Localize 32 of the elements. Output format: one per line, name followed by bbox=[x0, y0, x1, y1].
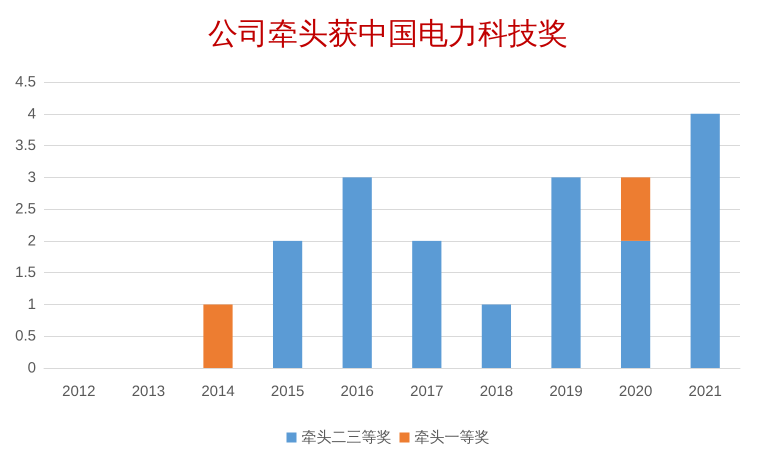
legend-label: 牵头一等奖 bbox=[414, 429, 490, 446]
bar bbox=[342, 177, 372, 368]
chart-title: 公司牵头获中国电力科技奖 bbox=[208, 16, 568, 52]
y-tick-label: 1 bbox=[28, 296, 36, 313]
bar bbox=[272, 240, 302, 368]
x-tick-label: 2020 bbox=[618, 383, 652, 400]
y-tick-label: 0.5 bbox=[15, 328, 36, 345]
x-tick-label: 2014 bbox=[201, 383, 235, 400]
y-tick-label: 2 bbox=[28, 232, 36, 250]
bar bbox=[482, 304, 512, 368]
bar bbox=[620, 177, 650, 241]
bar bbox=[690, 114, 720, 368]
y-tick-label: 4 bbox=[28, 105, 36, 122]
bar bbox=[412, 240, 442, 368]
bar bbox=[551, 177, 581, 368]
x-tick-label: 2021 bbox=[688, 383, 722, 400]
x-tick-label: 2012 bbox=[62, 383, 96, 400]
y-tick-label: 3 bbox=[28, 168, 36, 186]
y-tick-label: 0 bbox=[28, 360, 36, 376]
x-tick-label: 2019 bbox=[549, 383, 583, 400]
bar bbox=[203, 304, 233, 368]
y-tick-label: 3.5 bbox=[15, 137, 36, 154]
y-tick-label: 4.5 bbox=[15, 74, 36, 90]
x-tick-label: 2016 bbox=[340, 383, 374, 400]
x-tick-label: 2013 bbox=[132, 383, 166, 400]
legend-label: 牵头二三等奖 bbox=[302, 429, 392, 446]
y-tick-label: 1.5 bbox=[15, 264, 36, 282]
x-tick-label: 2017 bbox=[410, 383, 444, 400]
y-tick-label: 2.5 bbox=[15, 200, 36, 218]
x-tick-label: 2015 bbox=[270, 383, 304, 400]
x-tick-label: 2018 bbox=[480, 383, 514, 400]
bar bbox=[620, 240, 650, 368]
